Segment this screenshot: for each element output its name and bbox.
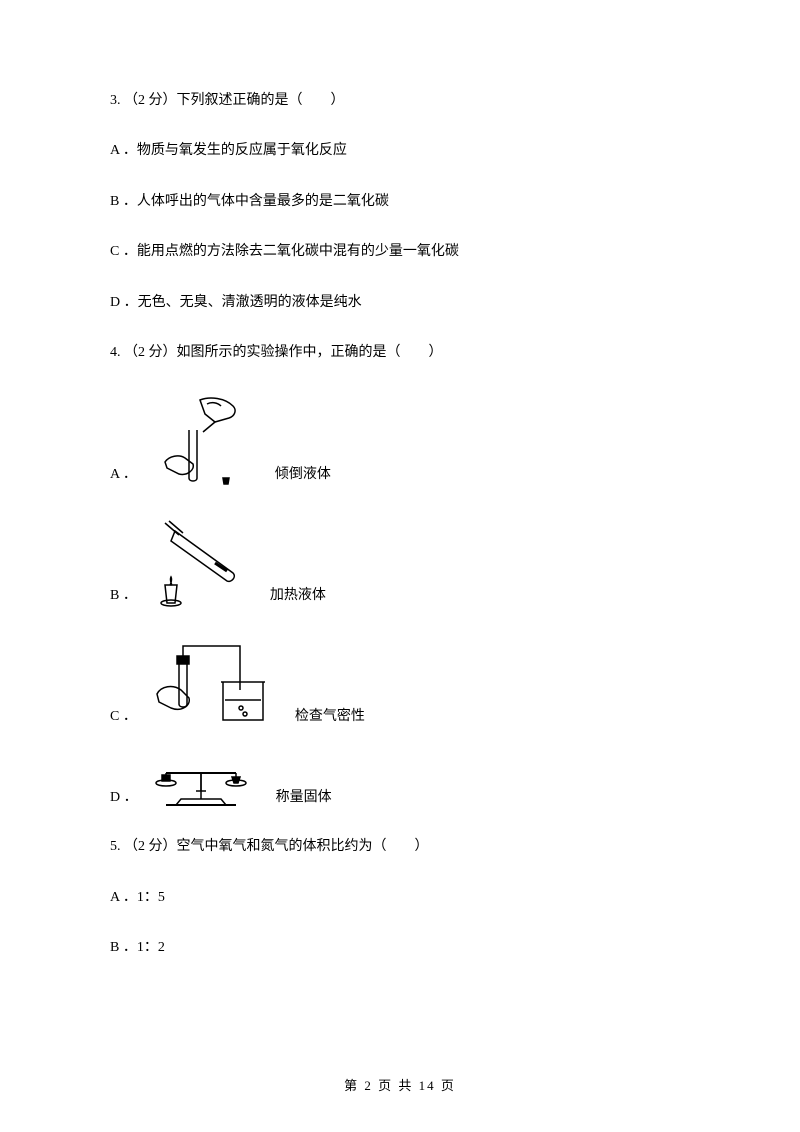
q4-option-c: C ．	[110, 634, 690, 729]
q4-option-b: B ． 加热液体	[110, 513, 690, 608]
pouring-liquid-icon	[145, 392, 255, 487]
q4-opt-a-caption: 倾倒液体	[275, 463, 331, 487]
q3-option-a: A ．物质与氧发生的反应属于氧化反应	[110, 140, 690, 162]
q4-opt-d-letter: D ．	[110, 786, 138, 810]
q4-stem: 4. （2 分）如图所示的实验操作中，正确的是（ ）	[110, 342, 690, 364]
q4-opt-c-caption: 检查气密性	[295, 705, 365, 729]
q4-opt-d-caption: 称量固体	[276, 786, 332, 810]
q3-stem: 3. （2 分）下列叙述正确的是（ ）	[110, 90, 690, 112]
balance-scale-icon	[146, 755, 256, 810]
q4-option-d: D ．	[110, 755, 690, 810]
exam-page: 3. （2 分）下列叙述正确的是（ ） A ．物质与氧发生的反应属于氧化反应 B…	[0, 0, 800, 1028]
q4-opt-b-letter: B ．	[110, 584, 137, 608]
q3-option-d: D ．无色、无臭、清澈透明的液体是纯水	[110, 292, 690, 314]
heating-liquid-icon	[145, 513, 250, 608]
q4-opt-c-letter: C ．	[110, 705, 137, 729]
q5-option-a: A ．1：5	[110, 887, 690, 909]
air-tightness-icon	[145, 634, 275, 729]
q3-option-c: C ．能用点燃的方法除去二氧化碳中混有的少量一氧化碳	[110, 241, 690, 263]
q4-option-a: A ． 倾倒液体	[110, 392, 690, 487]
q3-option-b: B ．人体呼出的气体中含量最多的是二氧化碳	[110, 191, 690, 213]
q5-option-b: B ．1：2	[110, 937, 690, 959]
q5-stem: 5. （2 分）空气中氧气和氮气的体积比约为（ ）	[110, 836, 690, 858]
q4-opt-a-letter: A ．	[110, 463, 137, 487]
page-footer: 第 2 页 共 14 页	[0, 1075, 800, 1094]
q4-opt-b-caption: 加热液体	[270, 584, 326, 608]
